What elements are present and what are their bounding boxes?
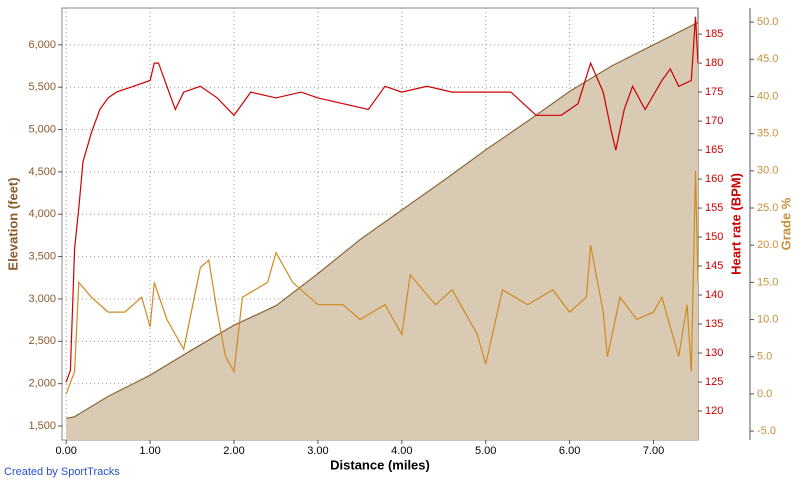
- y-tick-label: 2,000: [28, 378, 56, 390]
- y3-tick-label: 35.0: [757, 128, 778, 140]
- y3-tick-label: 50.0: [757, 16, 778, 28]
- y2-tick-label: 170: [705, 115, 723, 127]
- area: [66, 22, 698, 441]
- y2-tick-label: 155: [705, 202, 723, 214]
- x-tick-label: 6.00: [559, 445, 580, 457]
- series-line: [66, 22, 699, 419]
- credit: Created by SportTracks: [4, 466, 120, 478]
- series-line: [65, 170, 699, 395]
- x-tick-label: 2.00: [223, 445, 244, 457]
- x-tick-label: 4.00: [391, 445, 412, 457]
- y3-tick-label: -5.0: [757, 425, 776, 437]
- y-tick-label: 5,500: [28, 81, 56, 93]
- y2-tick-label: 160: [705, 173, 723, 185]
- y-axis-label: Elevation (feet): [5, 177, 20, 270]
- y-tick-label: 6,000: [28, 39, 56, 51]
- y2-axis-label: Heart rate (BPM): [728, 173, 743, 275]
- x-tick-label: 5.00: [475, 445, 496, 457]
- y3-tick-label: 45.0: [757, 53, 778, 65]
- y-tick-label: 4,500: [28, 166, 56, 178]
- y3-tick-label: 15.0: [757, 276, 778, 288]
- y-tick-label: 5,000: [28, 123, 56, 135]
- x-tick-label: 3.00: [307, 445, 328, 457]
- y2-tick-label: 180: [705, 57, 723, 69]
- y-tick-label: 2,500: [28, 335, 56, 347]
- x-tick-label: 7.00: [643, 445, 664, 457]
- y2-tick-label: 140: [705, 289, 723, 301]
- series-line: [65, 16, 699, 383]
- y2-tick-label: 165: [705, 144, 723, 156]
- y2-tick-label: 125: [705, 376, 723, 388]
- y3-axis-label: Grade %: [778, 197, 793, 250]
- y2-tick-label: 120: [705, 405, 723, 417]
- y2-tick-label: 145: [705, 260, 723, 272]
- x-tick-label: 1.00: [139, 445, 160, 457]
- x-axis-label: Distance (miles): [330, 457, 430, 472]
- y2-tick-label: 135: [705, 318, 723, 330]
- y3-tick-label: 0.0: [757, 388, 772, 400]
- y3-tick-label: 20.0: [757, 239, 778, 251]
- y3-tick-label: 30.0: [757, 165, 778, 177]
- y2-tick-label: 150: [705, 231, 723, 243]
- y2-tick-label: 175: [705, 86, 723, 98]
- y3-tick-label: 10.0: [757, 313, 778, 325]
- y3-tick-label: 40.0: [757, 90, 778, 102]
- y-tick-label: 3,000: [28, 293, 56, 305]
- y-tick-label: 4,000: [28, 208, 56, 220]
- y2-tick-label: 130: [705, 347, 723, 359]
- y2-tick-label: 185: [705, 28, 723, 40]
- x-tick-label: 0.00: [55, 445, 76, 457]
- y-tick-label: 1,500: [28, 420, 56, 432]
- y3-tick-label: 25.0: [757, 202, 778, 214]
- y-tick-label: 3,500: [28, 251, 56, 263]
- y3-tick-label: 5.0: [757, 351, 772, 363]
